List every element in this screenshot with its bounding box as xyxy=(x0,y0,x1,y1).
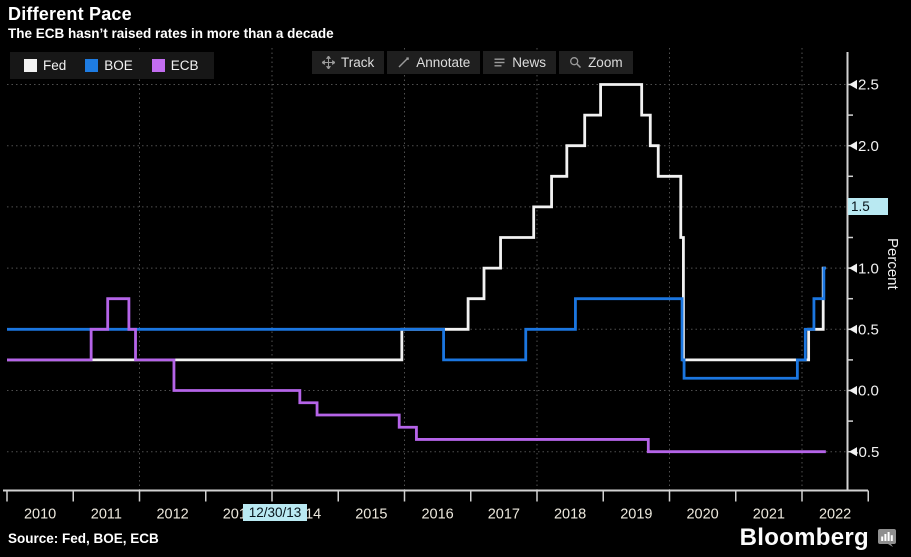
track-crosshair-icon xyxy=(322,56,335,69)
x-tick-label: 2019 xyxy=(620,507,652,523)
x-tick-label: 2022 xyxy=(819,507,851,523)
series-line-boe xyxy=(7,266,826,380)
y-tick-label: 2.0 xyxy=(858,138,879,155)
annotate-button-label: Annotate xyxy=(416,55,471,70)
zoom-magnifier-icon xyxy=(569,56,582,69)
x-tick-label: 2011 xyxy=(91,507,122,523)
x-tick-label: 2012 xyxy=(156,507,188,523)
x-tick-label: 2020 xyxy=(686,507,718,523)
legend-item-boe[interactable]: BOE xyxy=(85,58,133,73)
y-axis-title: Percent xyxy=(884,238,901,290)
ecb-swatch-icon xyxy=(151,59,165,72)
x-tick-label: 2010 xyxy=(24,507,56,523)
news-button-label: News xyxy=(512,55,547,70)
x-tick-label: 2021 xyxy=(753,507,785,523)
chart-legend: Fed BOE ECB xyxy=(10,52,214,79)
y-tick-arrow-icon xyxy=(849,385,857,396)
x-tick-label: 2018 xyxy=(554,507,586,523)
y-tick-label: 0.5 xyxy=(858,322,879,339)
zoom-button[interactable]: Zoom xyxy=(559,51,633,74)
y-tick-label: 0.0 xyxy=(858,383,879,400)
legend-label-fed: Fed xyxy=(43,58,67,73)
fed-swatch-icon xyxy=(24,59,37,72)
tracker-value-badge: 1.5 xyxy=(848,198,888,215)
source-note: Source: Fed, BOE, ECB xyxy=(8,531,159,546)
legend-label-boe: BOE xyxy=(104,58,133,73)
annotate-button[interactable]: Annotate xyxy=(387,51,481,74)
boe-swatch-icon xyxy=(85,59,99,72)
y-tick-arrow-icon xyxy=(849,79,857,90)
x-tick-label: 2015 xyxy=(355,507,387,523)
track-button[interactable]: Track xyxy=(312,51,385,74)
y-tick-arrow-icon xyxy=(849,324,857,334)
y-tick-arrow-icon xyxy=(849,263,857,273)
zoom-button-label: Zoom xyxy=(588,55,623,70)
legend-item-fed[interactable]: Fed xyxy=(24,58,66,73)
annotate-pencil-icon xyxy=(397,56,410,69)
news-button[interactable]: News xyxy=(483,51,557,74)
y-tick-arrow-icon xyxy=(849,447,857,457)
chart-toolbar: Track Annotate News Zoom xyxy=(312,51,633,74)
tracker-date-badge: 12/30/13 xyxy=(243,504,307,521)
x-tick-label: 2017 xyxy=(488,507,520,523)
series-line-ecb xyxy=(7,297,826,454)
chart-title: Different Pace xyxy=(8,4,132,24)
y-tick-label: -0.5 xyxy=(854,444,880,461)
news-lines-icon xyxy=(493,56,506,69)
y-tick-label: 1.0 xyxy=(858,260,879,277)
legend-item-ecb[interactable]: ECB xyxy=(151,58,199,73)
bloomberg-chart-icon xyxy=(877,528,897,548)
track-button-label: Track xyxy=(341,55,375,70)
bloomberg-logo-text: Bloomberg xyxy=(739,524,869,551)
legend-label-ecb: ECB xyxy=(170,58,199,73)
x-tick-label: 2016 xyxy=(421,507,453,523)
bloomberg-logo: Bloomberg xyxy=(740,524,897,552)
chart-subtitle: The ECB hasn’t raised rates in more than… xyxy=(8,26,334,41)
y-tick-arrow-icon xyxy=(849,141,857,151)
y-tick-label: 2.5 xyxy=(858,77,879,94)
